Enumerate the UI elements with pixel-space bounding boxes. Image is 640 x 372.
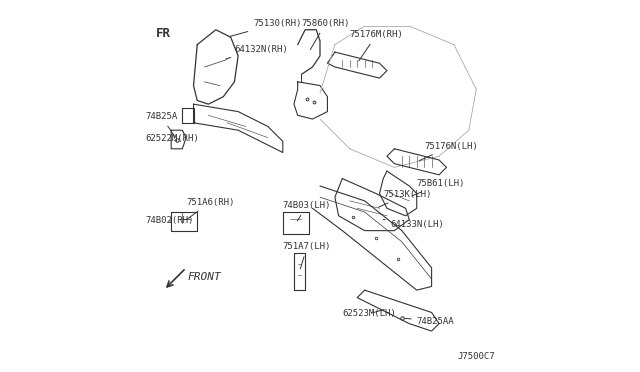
Text: 62522M(RH): 62522M(RH) xyxy=(145,134,199,143)
Text: 74B02(RH): 74B02(RH) xyxy=(145,216,193,225)
Text: FR: FR xyxy=(156,27,172,40)
Text: 64132N(RH): 64132N(RH) xyxy=(226,45,288,59)
Text: 751A6(RH): 751A6(RH) xyxy=(186,198,234,220)
Text: 74B03(LH): 74B03(LH) xyxy=(283,201,331,221)
Text: 74B25A: 74B25A xyxy=(145,112,177,137)
Text: FRONT: FRONT xyxy=(188,272,221,282)
Text: J7500C7: J7500C7 xyxy=(457,352,495,361)
Text: 75176N(LH): 75176N(LH) xyxy=(419,142,478,161)
Text: 75860(RH): 75860(RH) xyxy=(301,19,350,50)
Text: 74B25AA: 74B25AA xyxy=(404,317,454,326)
Text: 75130(RH): 75130(RH) xyxy=(230,19,301,36)
Text: 75B61(LH): 75B61(LH) xyxy=(412,179,465,196)
Text: 751A7(LH): 751A7(LH) xyxy=(283,242,331,269)
Text: 62523M(LH): 62523M(LH) xyxy=(342,309,396,318)
Text: 7513K(LH): 7513K(LH) xyxy=(378,190,431,207)
Text: 75176M(RH): 75176M(RH) xyxy=(349,30,403,61)
Text: 64133N(LH): 64133N(LH) xyxy=(383,219,444,229)
